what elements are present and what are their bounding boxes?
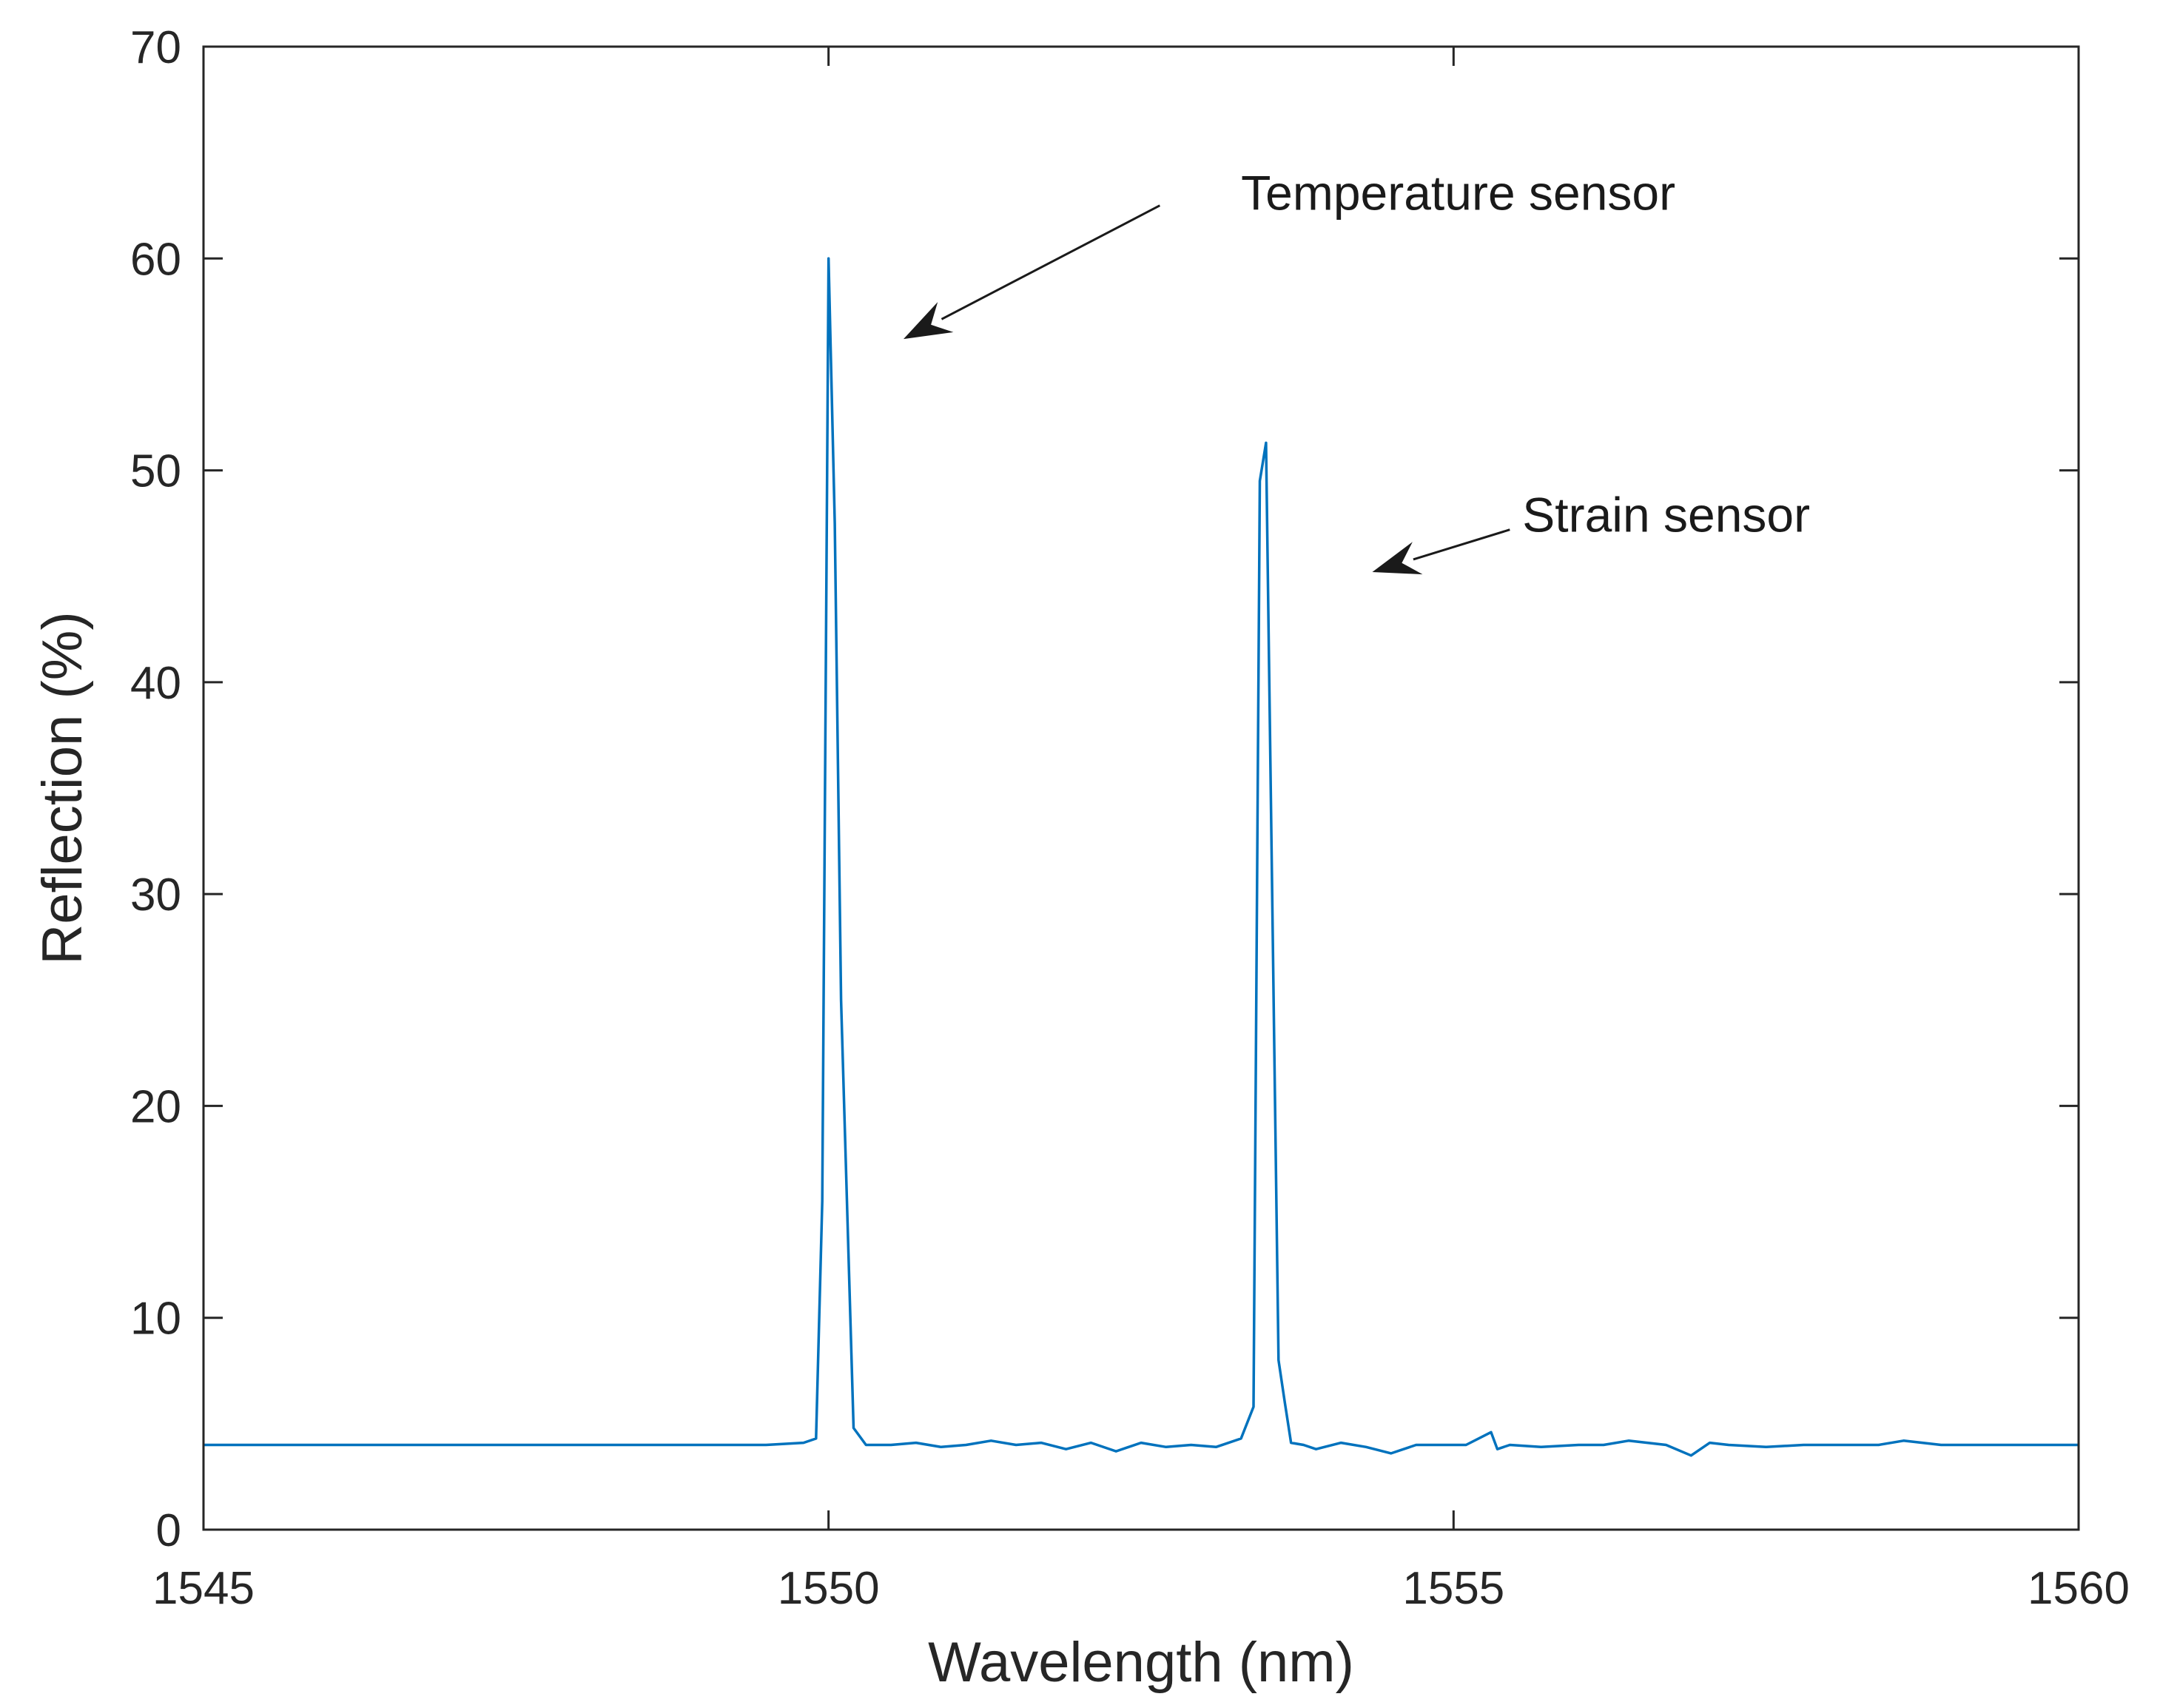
annotations: Temperature sensor Strain sensor	[904, 165, 1810, 575]
plot-area-frame	[202, 45, 2080, 1531]
x-tick-label: 1555	[1402, 1563, 1504, 1614]
x-tick-label: 1550	[778, 1563, 880, 1614]
y-tick-label: 60	[130, 234, 181, 285]
y-tick-label: 10	[130, 1294, 181, 1345]
annotation-arrowhead	[1372, 542, 1423, 575]
y-tick-label: 0	[156, 1505, 181, 1556]
data-series	[203, 257, 2079, 1457]
x-tick-label: 1545	[152, 1563, 255, 1614]
y-tick-label: 50	[130, 446, 181, 497]
y-axis-label: Reflection (%)	[31, 611, 94, 964]
annotation-label: Strain sensor	[1522, 488, 1810, 542]
reflection-series-line	[203, 257, 2079, 1457]
y-tick-label: 70	[130, 22, 181, 73]
annotation-label: Temperature sensor	[1241, 165, 1675, 220]
annotation-arrow-line	[1413, 528, 1510, 561]
y-tick-label: 30	[130, 870, 181, 921]
y-tick-label: 40	[130, 658, 181, 709]
y-tick-label: 20	[130, 1081, 181, 1132]
annotation-arrow-line	[941, 204, 1161, 320]
x-axis-label: Wavelength (nm)	[928, 1631, 1354, 1694]
annotation-arrowhead	[904, 302, 954, 340]
axis-tick-labels: 1545 1550 1555 1560 0 10 20 30 40 50 60 70	[130, 22, 2130, 1614]
x-tick-label: 1560	[2028, 1563, 2130, 1614]
plot-area-background	[203, 47, 2079, 1530]
